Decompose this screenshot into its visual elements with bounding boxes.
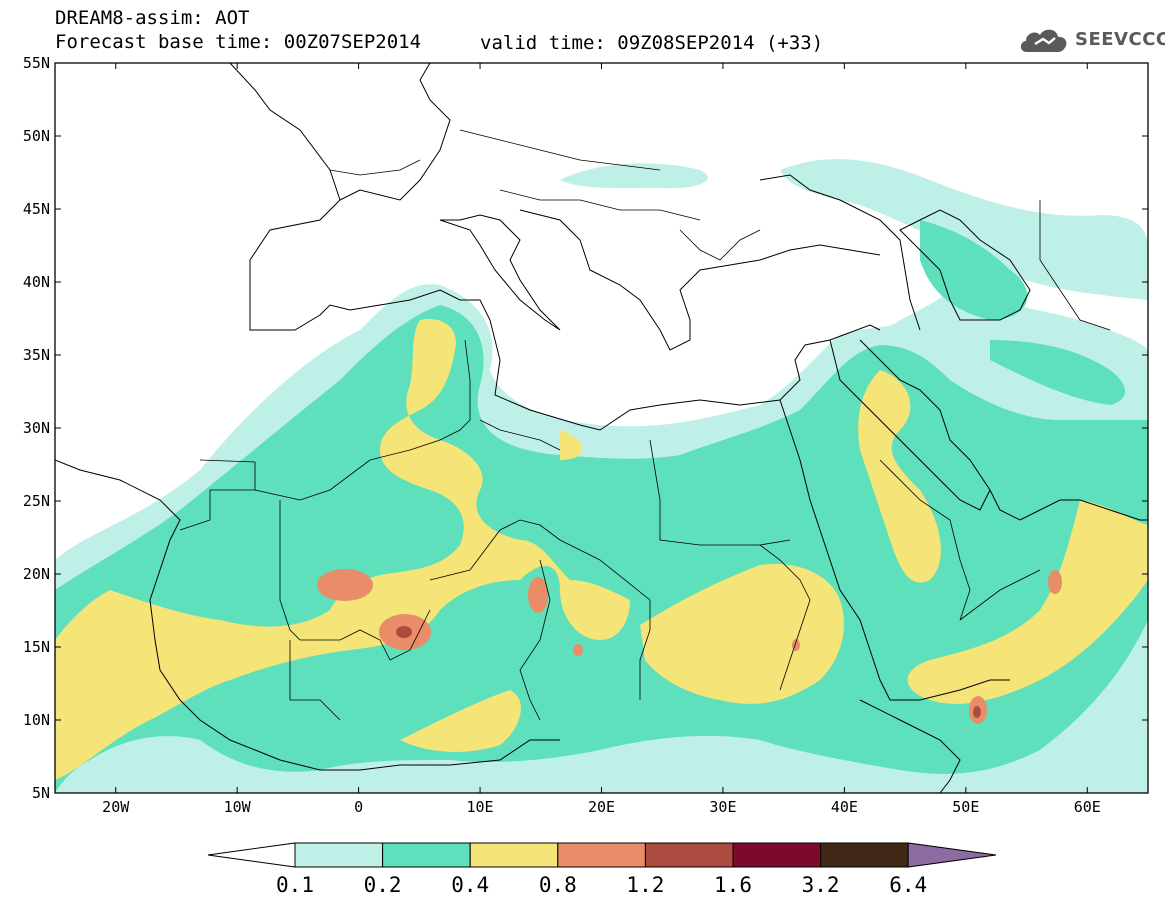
lat-label: 30N [23,419,50,437]
colorbar-swatch [294,842,384,868]
colorbar-swatch [820,842,909,868]
seevccc-logo: SEEVCCC [1017,22,1165,58]
lon-label: 10E [467,798,494,816]
latitude-axis: 55N 50N 45N 40N 35N 30N 25N 20N 15N 10N 5N [23,54,1148,802]
lon-label: 50E [952,798,979,816]
colorbar-swatch [557,842,646,868]
cloud-icon [1020,29,1067,52]
lat-label: 45N [23,200,50,218]
colorbar-over-arrow [907,842,997,868]
lat-label: 10N [23,711,50,729]
lat-label: 15N [23,638,50,656]
colorbar-label: 6.4 [889,873,927,897]
colorbar: 0.1 0.2 0.4 0.8 1.2 1.6 3.2 6.4 [207,842,997,897]
lon-label: 0 [354,798,363,816]
colorbar-label: 1.6 [714,873,752,897]
lon-label: 40E [831,798,858,816]
colorbar-label: 0.8 [539,873,577,897]
colorbar-label: 1.2 [626,873,664,897]
lon-label: 20W [102,798,130,816]
lon-label: 20E [588,798,615,816]
colorbar-label: 0.2 [364,873,402,897]
longitude-axis: 20W 10W 0 10E 20E 30E 40E 50E 60E [102,63,1101,816]
aot-level-0-4 [55,319,1148,780]
chart-title: DREAM8-assim: AOT [55,7,250,29]
colorbar-label: 0.1 [276,873,314,897]
lat-label: 40N [23,273,50,291]
valid-time: valid time: 09Z08SEP2014 (+33) [480,32,824,54]
lat-label: 5N [32,784,50,802]
colorbar-under-arrow [207,842,296,868]
colorbar-swatch [732,842,822,868]
lat-label: 25N [23,492,50,510]
colorbar-swatch [644,842,734,868]
colorbar-swatch [469,842,559,868]
coastlines [55,63,1148,793]
colorbar-label: 3.2 [802,873,840,897]
lon-label: 60E [1074,798,1101,816]
country-borders [179,129,1111,721]
aot-level-0-8 [317,569,1062,724]
lat-label: 20N [23,565,50,583]
lat-label: 55N [23,54,50,72]
forecast-base-time: Forecast base time: 00Z07SEP2014 [55,31,422,53]
lon-label: 10W [224,798,252,816]
aot-shading [55,159,1148,793]
lat-label: 50N [23,127,50,145]
lat-label: 35N [23,346,50,364]
colorbar-swatch [382,842,471,868]
aot-level-1-2 [396,626,981,718]
logo-text: SEEVCCC [1075,29,1165,50]
lon-label: 30E [709,798,736,816]
colorbar-label: 0.4 [451,873,489,897]
